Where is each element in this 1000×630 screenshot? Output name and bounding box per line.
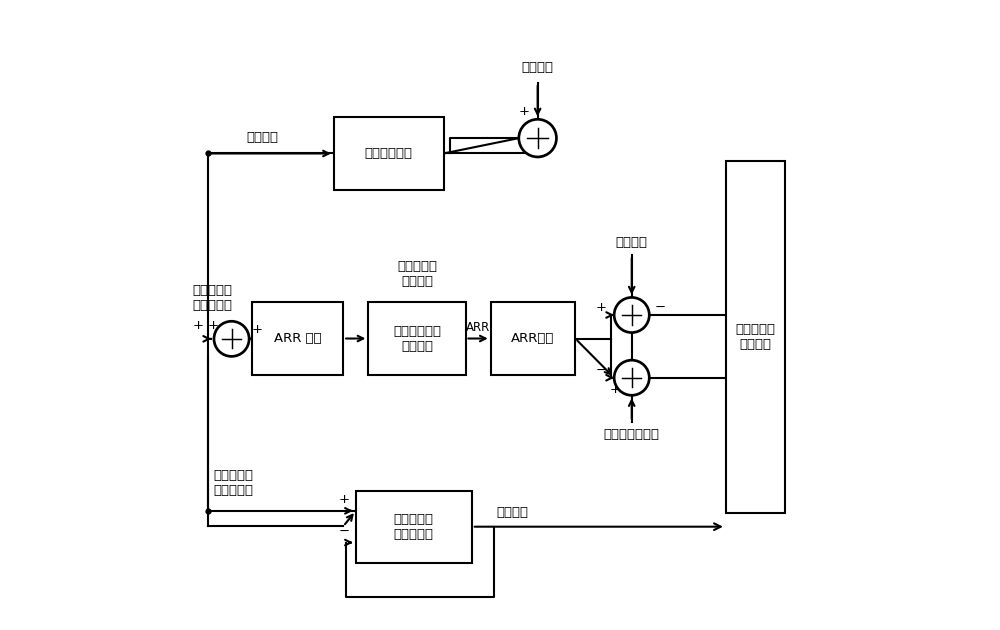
Text: 电解铝负荷
分担系数: 电解铝负荷 分担系数: [397, 260, 437, 289]
Text: 基点功率跟踪: 基点功率跟踪: [365, 147, 413, 160]
Text: ARR计算: ARR计算: [511, 332, 555, 345]
Circle shape: [214, 321, 249, 357]
Text: 电解铝负荷的
控制状态: 电解铝负荷的 控制状态: [393, 324, 441, 353]
Bar: [252, 302, 343, 375]
Bar: [726, 161, 785, 513]
Text: 输出功率: 输出功率: [497, 507, 529, 519]
Text: +: +: [208, 319, 219, 331]
Text: 联络线交换计划: 联络线交换计划: [604, 428, 660, 440]
Text: +: +: [609, 382, 620, 396]
Text: +: +: [192, 319, 203, 331]
Text: −: −: [654, 301, 665, 314]
Text: +: +: [251, 323, 262, 336]
Text: −: −: [339, 525, 350, 538]
Bar: [491, 302, 575, 375]
Bar: [334, 117, 444, 190]
Bar: [368, 302, 466, 375]
Text: 电解铝负荷
的目标功率: 电解铝负荷 的目标功率: [213, 469, 253, 496]
Text: 额定频率: 额定频率: [616, 236, 648, 249]
Text: −: −: [596, 364, 607, 377]
Text: ARR 分担: ARR 分担: [274, 332, 322, 345]
Text: ARR: ARR: [466, 321, 490, 334]
Text: 电解铝负荷
的调节功率: 电解铝负荷 的调节功率: [193, 284, 233, 312]
Text: +: +: [596, 301, 607, 314]
Circle shape: [614, 360, 649, 395]
Text: 实时功率: 实时功率: [522, 60, 554, 74]
Text: +: +: [518, 105, 529, 118]
Text: 基点功率: 基点功率: [246, 131, 278, 144]
Circle shape: [614, 297, 649, 333]
Circle shape: [519, 119, 556, 157]
Text: 电解铝负荷
功率控制器: 电解铝负荷 功率控制器: [394, 513, 434, 541]
Text: 控制区域内
电力系统: 控制区域内 电力系统: [736, 323, 776, 351]
Bar: [356, 491, 472, 563]
Text: +: +: [339, 493, 350, 506]
